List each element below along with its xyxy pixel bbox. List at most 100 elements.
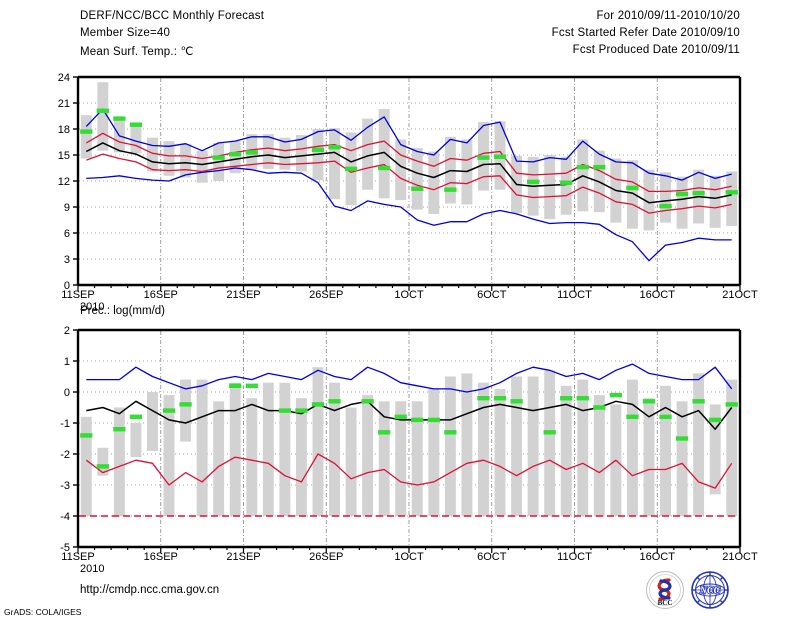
y-tick-label: 9	[64, 202, 70, 214]
observed-marker	[278, 408, 291, 413]
observed-marker	[493, 154, 507, 159]
y-tick-label: -2	[60, 449, 70, 461]
range-bar	[262, 382, 274, 516]
started-refer-date-label: Fcst Started Refer Date 2010/09/10	[551, 27, 740, 39]
range-bar	[660, 385, 671, 516]
observed-marker	[477, 396, 490, 401]
range-bar	[229, 141, 241, 174]
x-tick-label: 21OCT	[722, 289, 758, 301]
range-bar	[511, 376, 523, 516]
y-tick-label: 18	[58, 124, 70, 136]
range-bar	[593, 395, 605, 516]
range-bar	[113, 407, 125, 516]
range-bar	[229, 382, 241, 516]
range-bar	[560, 385, 572, 516]
svg-text:BCC: BCC	[658, 599, 673, 607]
series-line	[86, 153, 732, 214]
website-url[interactable]: http://cmdp.ncc.cma.gov.cn	[80, 584, 220, 596]
x-tick-label: 16SEP	[144, 551, 178, 563]
member-size-label: Member Size=40	[80, 27, 171, 39]
range-bar	[147, 137, 158, 172]
y-tick-label: 0	[64, 280, 70, 292]
range-bar	[726, 379, 738, 516]
y-tick-label: 24	[58, 72, 70, 84]
range-bar	[676, 401, 688, 516]
x-tick-label: 16SEP	[144, 289, 178, 301]
observed-marker	[411, 417, 424, 423]
range-bar	[163, 141, 175, 176]
observed-marker	[725, 402, 738, 407]
observed-marker	[692, 399, 705, 404]
range-bar	[329, 128, 340, 200]
range-bar	[80, 416, 92, 516]
range-bar	[196, 150, 208, 183]
observed-marker	[560, 180, 573, 185]
observed-marker	[659, 414, 672, 419]
observed-marker	[642, 399, 656, 404]
range-bar	[279, 137, 291, 170]
precipitation-panel-title: Prec.: log(mm/d)	[80, 305, 165, 317]
x-tick-label: 26SEP	[309, 551, 343, 563]
observed-marker	[96, 108, 109, 113]
y-tick-label: 15	[58, 150, 70, 162]
range-bar	[295, 135, 307, 172]
observed-marker	[493, 396, 507, 401]
x-tick-label: 21SEP	[226, 551, 260, 563]
x-tick-label: 21SEP	[226, 289, 260, 301]
range-bar	[643, 169, 655, 231]
range-bar	[444, 376, 456, 516]
range-bar	[660, 172, 671, 223]
observed-marker	[675, 191, 689, 197]
observed-marker	[692, 190, 705, 196]
observed-marker	[444, 187, 457, 192]
series-line	[86, 363, 733, 393]
range-bar	[527, 376, 539, 516]
observed-marker	[328, 399, 341, 404]
series-line	[85, 453, 733, 489]
range-bar	[378, 401, 390, 516]
svg-text:NCC: NCC	[699, 586, 721, 597]
bcc-logo-icon: BCC	[645, 570, 685, 610]
observed-marker	[725, 190, 738, 195]
range-bar	[428, 388, 440, 516]
range-bar	[544, 155, 556, 220]
range-bar	[676, 176, 688, 229]
observed-marker	[361, 399, 374, 404]
observed-marker	[328, 145, 341, 150]
y-tick-label: -5	[60, 542, 70, 554]
range-bar	[626, 160, 638, 229]
range-bar	[180, 379, 192, 442]
series-line	[86, 400, 733, 430]
observed-marker	[113, 116, 126, 121]
observed-marker	[411, 186, 424, 191]
y-tick-label: 3	[64, 254, 70, 266]
x-tick-label: 26SEP	[309, 289, 343, 301]
axis-year-label: 2010	[80, 563, 104, 575]
range-bar	[411, 401, 423, 516]
range-bar	[693, 373, 705, 516]
observed-marker	[245, 383, 258, 388]
y-tick-label: -4	[60, 511, 70, 523]
range-bar	[428, 151, 440, 214]
x-tick-label: 11OCT	[557, 551, 592, 563]
range-bar	[246, 398, 258, 516]
observed-marker	[179, 402, 192, 407]
range-bar	[345, 407, 357, 516]
observed-marker	[378, 165, 391, 171]
range-bar	[726, 171, 738, 227]
x-tick-label: 1OCT	[394, 289, 424, 301]
series-line	[86, 167, 732, 262]
observed-marker	[229, 383, 242, 388]
x-tick-label: 6OCT	[477, 289, 507, 301]
observed-marker	[378, 430, 391, 435]
ncc-logo-icon: NCC	[690, 570, 730, 610]
range-bar	[461, 373, 473, 516]
range-bar	[147, 392, 158, 451]
y-tick-label: 2	[64, 325, 70, 337]
range-bar	[709, 404, 721, 495]
observed-marker	[510, 399, 523, 404]
series-line	[85, 132, 732, 193]
observed-marker	[295, 408, 308, 413]
range-bar	[362, 118, 374, 190]
